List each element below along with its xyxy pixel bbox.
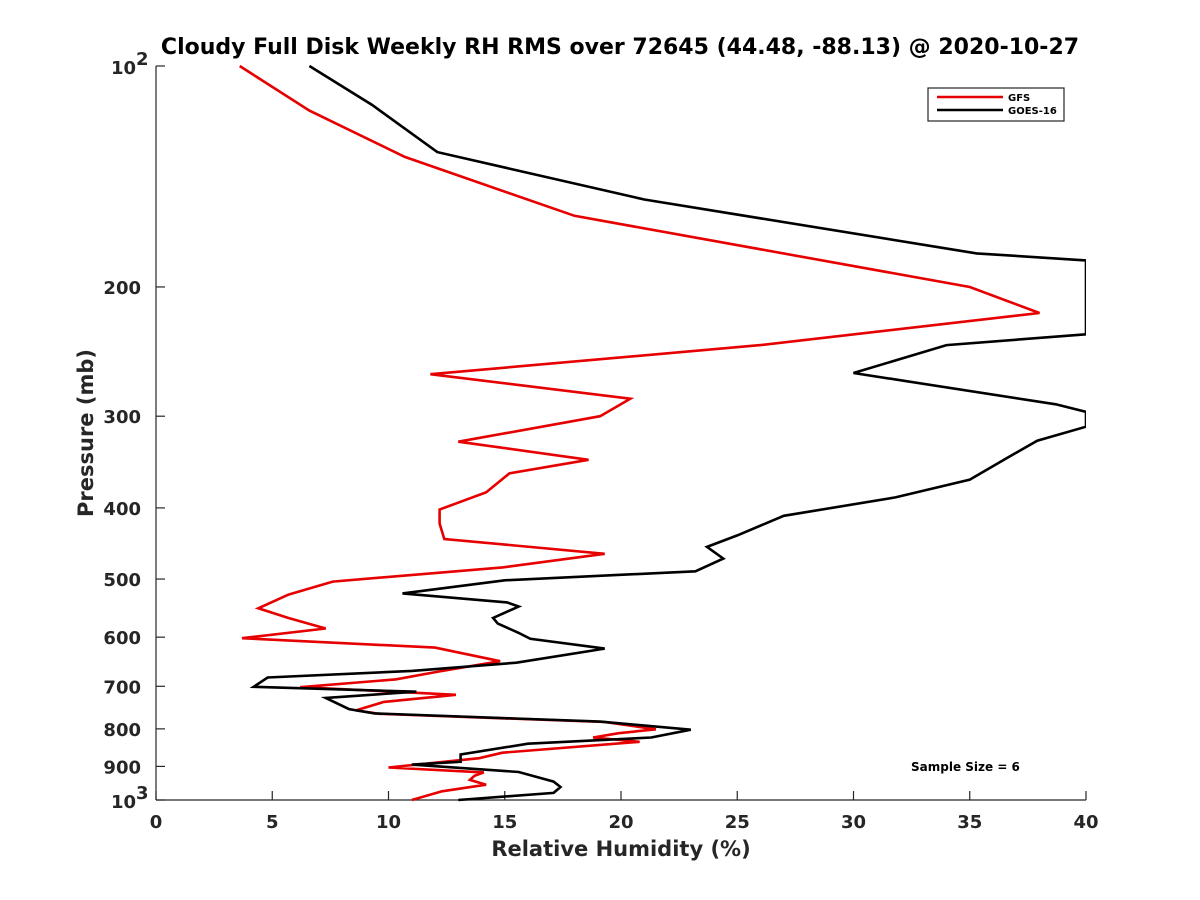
legend: GFS GOES-16 [927, 87, 1065, 122]
x-tick-label: 30 [841, 812, 866, 833]
x-tick-label: 0 [150, 812, 163, 833]
y-tick-label: 10 [111, 792, 136, 813]
x-tick-label: 20 [608, 812, 633, 833]
legend-box [927, 87, 1065, 122]
y-tick-label: 500 [103, 570, 141, 591]
y-tick-label: 400 [103, 499, 141, 520]
y-tick-label: 900 [103, 757, 141, 778]
sample-size-annotation: Sample Size = 6 [911, 760, 1020, 774]
y-tick-label: 800 [103, 720, 141, 741]
y-tick-label: 200 [103, 278, 141, 299]
x-tick-label: 10 [376, 812, 401, 833]
x-tick-label: 5 [266, 812, 279, 833]
y-tick-exponent: 3 [136, 783, 149, 804]
y-tick-label: 300 [103, 407, 141, 428]
x-tick-label: 40 [1073, 812, 1098, 833]
legend-label-gfs: GFS [1008, 93, 1030, 104]
series-line-goes16 [249, 64, 1086, 802]
y-tick-label: 700 [103, 677, 141, 698]
plot-area [155, 66, 1086, 801]
y-axis-label: Pressure (mb) [74, 349, 98, 517]
series-layer [238, 64, 1086, 802]
series-line-gfs [238, 64, 1040, 802]
y-tick-exponent: 2 [136, 49, 149, 70]
x-ticks: 0 5 10 15 20 25 30 35 40 [150, 791, 1099, 833]
x-tick-label: 25 [725, 812, 750, 833]
chart-title: Cloudy Full Disk Weekly RH RMS over 7264… [161, 35, 1079, 60]
legend-label-goes16: GOES-16 [1008, 106, 1057, 117]
y-tick-label: 10 [111, 58, 136, 79]
x-axis-label: Relative Humidity (%) [491, 837, 750, 861]
x-tick-label: 35 [957, 812, 982, 833]
y-tick-label: 600 [103, 628, 141, 649]
x-tick-label: 15 [492, 812, 517, 833]
